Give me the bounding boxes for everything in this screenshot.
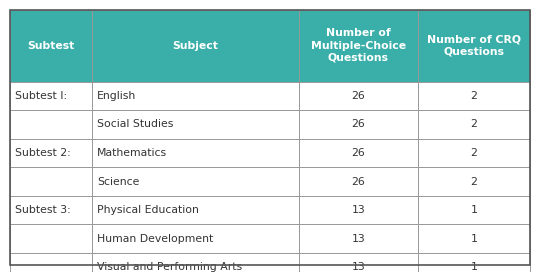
Bar [299, 196, 418, 224]
Bar [418, 167, 530, 196]
Bar [10, 167, 92, 196]
Bar [10, 196, 92, 224]
Bar [299, 167, 418, 196]
Text: Number of CRQ
Questions: Number of CRQ Questions [427, 34, 521, 57]
Bar [92, 167, 299, 196]
Text: 26: 26 [352, 119, 366, 129]
Bar [418, 82, 530, 110]
Text: 13: 13 [352, 262, 366, 272]
Text: 13: 13 [352, 234, 366, 244]
Text: Mathematics: Mathematics [97, 148, 167, 158]
Bar [92, 10, 299, 82]
Text: Subject: Subject [173, 41, 219, 51]
Bar [92, 82, 299, 110]
Bar [299, 139, 418, 167]
Bar [10, 139, 92, 167]
Bar [92, 196, 299, 224]
Text: English: English [97, 91, 137, 101]
Bar [92, 110, 299, 139]
Text: Social Studies: Social Studies [97, 119, 174, 129]
Bar [92, 139, 299, 167]
Text: 26: 26 [352, 91, 366, 101]
Bar [299, 10, 418, 82]
Text: Number of
Multiple-Choice
Questions: Number of Multiple-Choice Questions [311, 28, 406, 63]
Text: 13: 13 [352, 205, 366, 215]
Text: 2: 2 [471, 177, 477, 187]
Bar [418, 110, 530, 139]
Bar [418, 10, 530, 82]
Text: Subtest I:: Subtest I: [15, 91, 68, 101]
Text: 2: 2 [471, 148, 477, 158]
Text: Physical Education: Physical Education [97, 205, 199, 215]
Bar [418, 224, 530, 253]
Bar [10, 224, 92, 253]
Text: 1: 1 [471, 234, 477, 244]
Text: 2: 2 [471, 119, 477, 129]
Text: 1: 1 [471, 205, 477, 215]
Text: Subtest 3:: Subtest 3: [15, 205, 71, 215]
Text: 1: 1 [471, 262, 477, 272]
Bar [10, 10, 92, 82]
Bar [92, 253, 299, 272]
Bar [418, 139, 530, 167]
Text: 26: 26 [352, 177, 366, 187]
Text: 26: 26 [352, 148, 366, 158]
Text: 2: 2 [471, 91, 477, 101]
Bar [10, 82, 92, 110]
Bar [418, 196, 530, 224]
Bar [299, 253, 418, 272]
Bar [10, 253, 92, 272]
Bar [10, 110, 92, 139]
Bar [92, 224, 299, 253]
Bar [299, 82, 418, 110]
Text: Visual and Performing Arts: Visual and Performing Arts [97, 262, 242, 272]
Bar [299, 224, 418, 253]
Bar [418, 253, 530, 272]
Text: Subtest: Subtest [27, 41, 75, 51]
Bar [299, 110, 418, 139]
Text: Subtest 2:: Subtest 2: [15, 148, 71, 158]
Text: Human Development: Human Development [97, 234, 214, 244]
Text: Science: Science [97, 177, 140, 187]
